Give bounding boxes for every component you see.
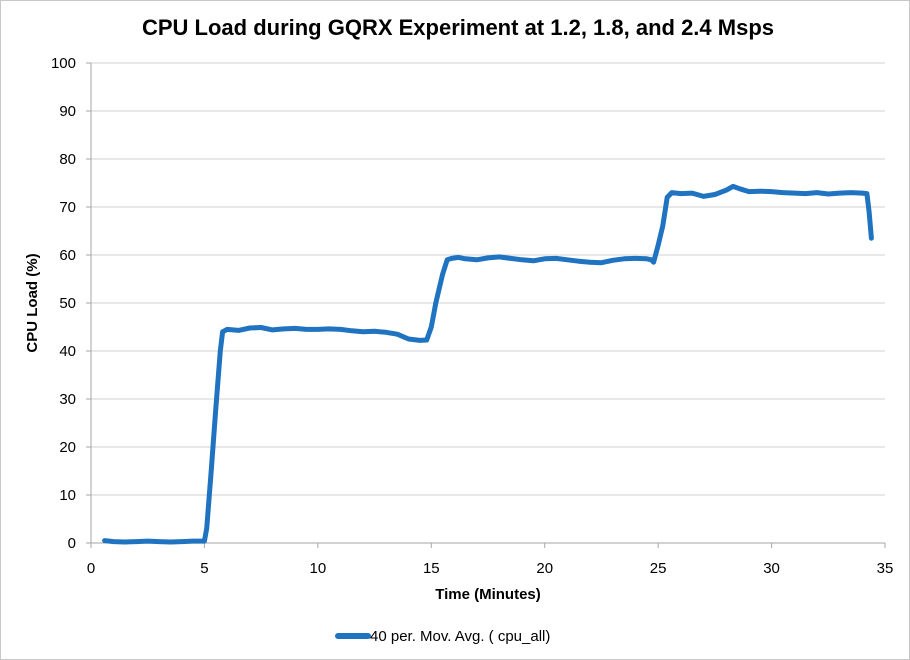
series-line-0 [102, 183, 874, 545]
y-tick-label: 0 [68, 535, 76, 552]
y-tick-label: 50 [59, 295, 76, 312]
y-tick-label: 10 [59, 487, 76, 504]
x-axis-label: Time (Minutes) [435, 586, 541, 603]
legend-label: 40 per. Mov. Avg. ( cpu_all) [370, 628, 550, 645]
y-tick-label: 20 [59, 439, 76, 456]
x-tick-label: 25 [650, 560, 667, 577]
y-tick-label: 30 [59, 391, 76, 408]
y-tick-label: 40 [59, 343, 76, 360]
x-tick-label: 20 [536, 560, 553, 577]
x-tick-label: 15 [423, 560, 440, 577]
x-tick-label: 0 [87, 560, 95, 577]
y-tick-label: 100 [51, 55, 76, 72]
x-tick-label: 30 [763, 560, 780, 577]
x-tick-label: 5 [200, 560, 208, 577]
y-tick-label: 70 [59, 199, 76, 216]
y-tick-label: 90 [59, 103, 76, 120]
grid-lines [91, 62, 885, 496]
y-tick-labels: 0 10 20 30 40 50 60 70 80 90 100 [51, 55, 76, 552]
x-tick-labels: 0 5 10 15 20 25 30 35 [87, 560, 894, 577]
axes [86, 62, 886, 548]
y-tick-label: 80 [59, 151, 76, 168]
chart-title: CPU Load during GQRX Experiment at 1.2, … [142, 15, 774, 40]
y-axis-label: CPU Load (%) [24, 253, 41, 352]
legend: 40 per. Mov. Avg. ( cpu_all) [335, 628, 550, 645]
y-tick-label: 60 [59, 247, 76, 264]
x-tick-label: 10 [310, 560, 327, 577]
x-tick-label: 35 [877, 560, 894, 577]
series-layer [102, 183, 874, 545]
